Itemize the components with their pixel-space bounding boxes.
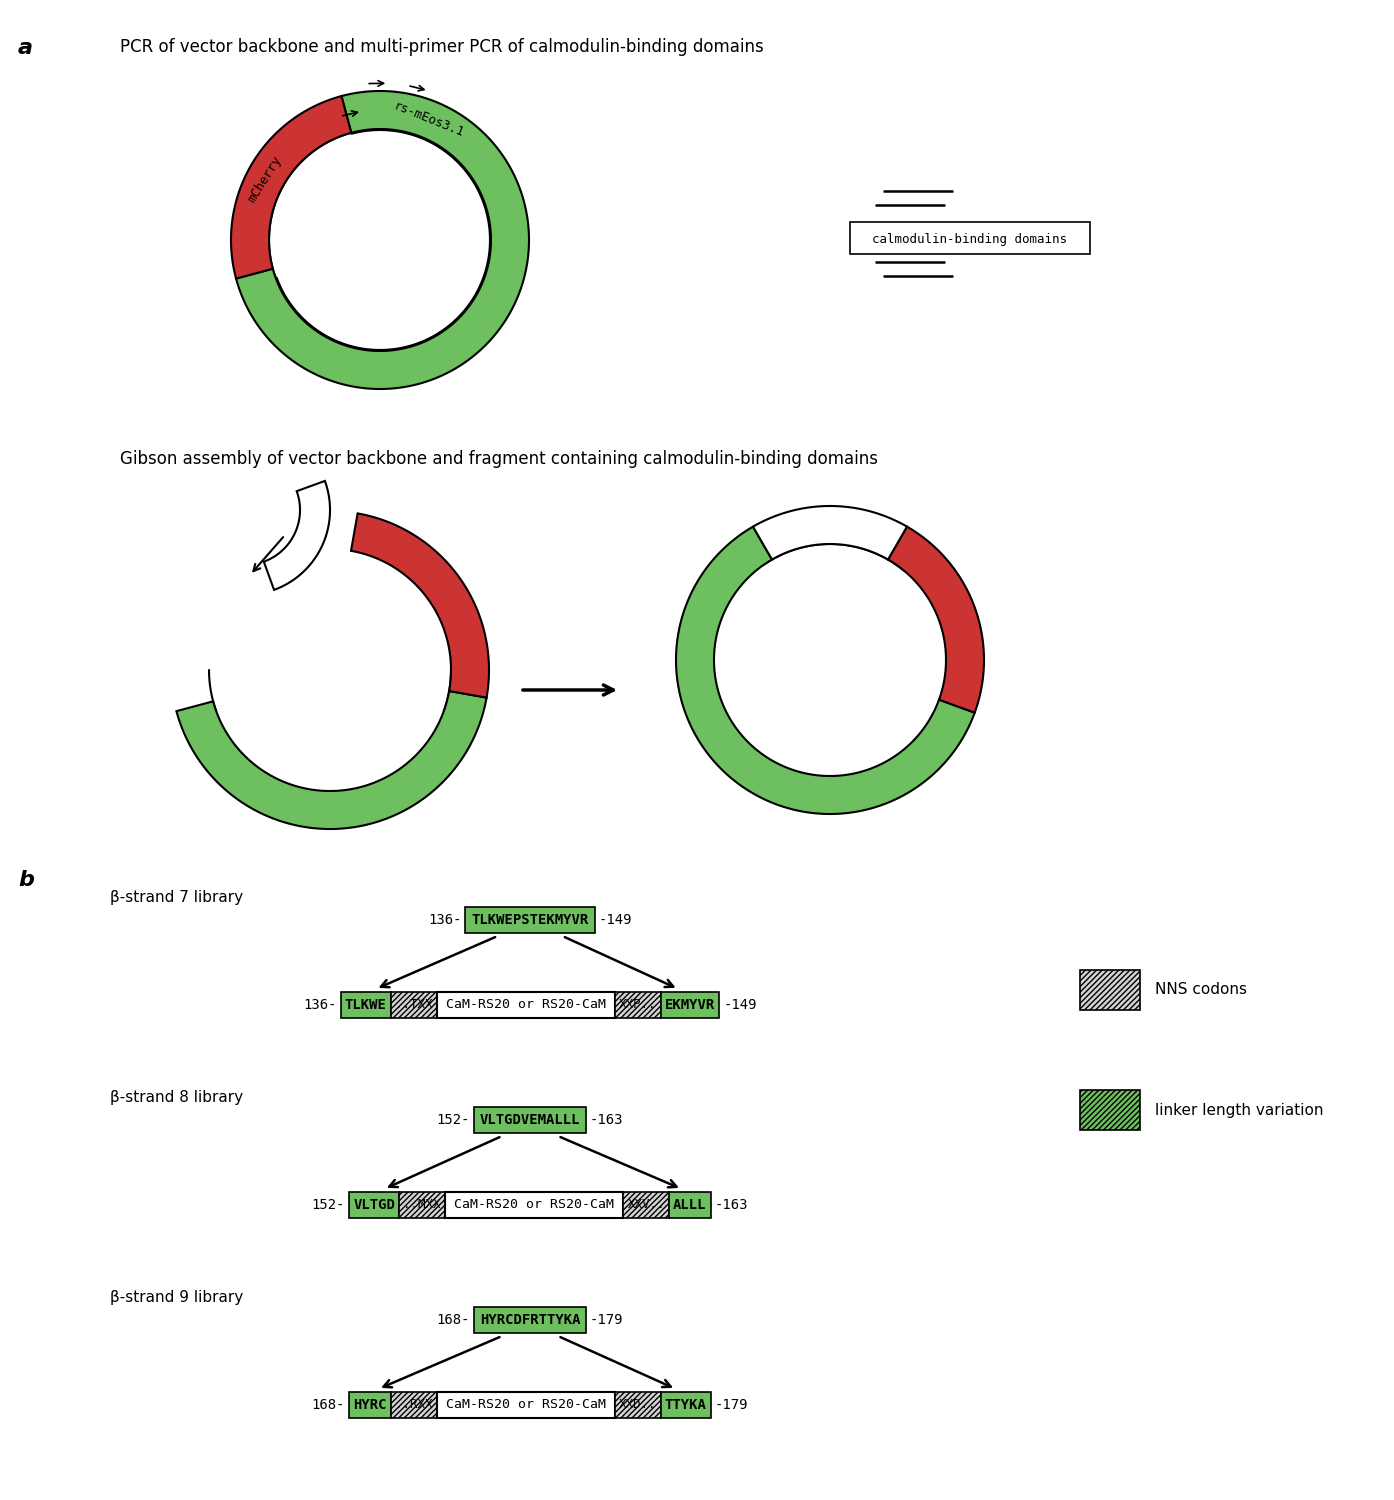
Text: -179: -179: [715, 1398, 749, 1411]
Text: HYRCDFRTTYKA: HYRCDFRTTYKA: [480, 1312, 580, 1328]
Text: CaM-RS20 or RS20-CaM: CaM-RS20 or RS20-CaM: [454, 1198, 615, 1212]
Bar: [436, 992, 615, 1018]
Text: β-strand 9 library: β-strand 9 library: [110, 1290, 243, 1305]
Polygon shape: [177, 692, 487, 830]
Text: β-strand 7 library: β-strand 7 library: [110, 890, 243, 904]
Polygon shape: [753, 506, 907, 560]
Text: CaM-RS20 or RS20-CaM: CaM-RS20 or RS20-CaM: [446, 1398, 606, 1411]
Polygon shape: [236, 92, 528, 388]
Text: -163: -163: [590, 1113, 623, 1126]
Text: 136-: 136-: [428, 914, 461, 927]
Text: calmodulin-binding domains: calmodulin-binding domains: [873, 234, 1068, 246]
Bar: [1080, 1090, 1140, 1130]
Bar: [466, 908, 595, 933]
Bar: [661, 992, 719, 1018]
Text: TLKWEPSTEKMYVR: TLKWEPSTEKMYVR: [471, 914, 588, 927]
Bar: [445, 1192, 623, 1218]
Text: PCR of vector backbone and multi-primer PCR of calmodulin-binding domains: PCR of vector backbone and multi-primer …: [120, 38, 764, 56]
Text: -163: -163: [715, 1198, 749, 1212]
Text: linker length variation: linker length variation: [1156, 1102, 1323, 1118]
Bar: [623, 1192, 669, 1218]
Bar: [350, 1192, 399, 1218]
Text: 152-: 152-: [312, 1198, 346, 1212]
Bar: [340, 992, 390, 1018]
Text: CaM-RS20 or RS20-CaM: CaM-RS20 or RS20-CaM: [446, 999, 606, 1011]
Text: 136-: 136-: [304, 998, 337, 1012]
Text: 168-: 168-: [436, 1312, 470, 1328]
Text: EKMYVR: EKMYVR: [665, 998, 715, 1012]
Text: 152-: 152-: [436, 1113, 470, 1126]
Text: ..MXX: ..MXX: [403, 1198, 441, 1212]
Text: HYRC: HYRC: [353, 1398, 386, 1411]
Text: β-strand 8 library: β-strand 8 library: [110, 1090, 243, 1106]
Bar: [390, 992, 436, 1018]
Text: ..RXX: ..RXX: [395, 1398, 432, 1411]
Text: TLKWE: TLKWE: [344, 998, 386, 1012]
Bar: [390, 1392, 436, 1417]
Text: -179: -179: [590, 1312, 623, 1328]
Polygon shape: [263, 482, 330, 590]
Text: Gibson assembly of vector backbone and fragment containing calmodulin-binding do: Gibson assembly of vector backbone and f…: [120, 450, 878, 468]
Text: -149: -149: [723, 998, 757, 1012]
Bar: [615, 1392, 661, 1417]
Polygon shape: [888, 526, 984, 712]
Bar: [1080, 970, 1140, 1010]
Text: b: b: [18, 870, 33, 889]
Bar: [350, 1392, 390, 1417]
Text: VLTGDVEMALLL: VLTGDVEMALLL: [480, 1113, 580, 1126]
Polygon shape: [231, 96, 351, 279]
Text: mCherry: mCherry: [245, 153, 284, 204]
Bar: [474, 1306, 585, 1334]
Text: ALLL: ALLL: [673, 1198, 707, 1212]
Bar: [661, 1392, 711, 1417]
Text: rs-mEos3.1: rs-mEos3.1: [392, 99, 466, 140]
Bar: [399, 1192, 445, 1218]
Text: VLTGD: VLTGD: [353, 1198, 395, 1212]
Text: NNS codons: NNS codons: [1156, 982, 1248, 998]
Text: TTYKA: TTYKA: [665, 1398, 707, 1411]
Polygon shape: [351, 513, 489, 698]
Polygon shape: [676, 526, 974, 815]
Bar: [850, 222, 1090, 254]
Bar: [436, 1392, 615, 1417]
Text: XXD..: XXD..: [619, 1398, 657, 1411]
Bar: [669, 1192, 711, 1218]
Text: 168-: 168-: [312, 1398, 346, 1411]
Text: XXV..: XXV..: [627, 1198, 665, 1212]
Text: ..TXX: ..TXX: [395, 999, 432, 1011]
Text: XXP..: XXP..: [619, 999, 657, 1011]
Bar: [615, 992, 661, 1018]
Text: a: a: [18, 38, 33, 58]
Bar: [474, 1107, 585, 1132]
Text: -149: -149: [598, 914, 631, 927]
